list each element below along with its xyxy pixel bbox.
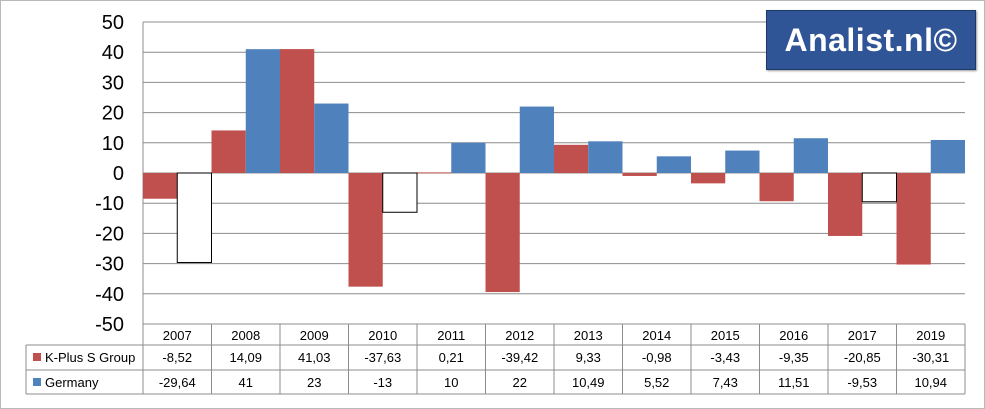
category-label: 2012 [505,328,534,343]
bar-germany-2017 [861,172,897,203]
category-label: 2015 [711,328,740,343]
bar-germany-2008 [245,49,280,173]
table-value: 9,33 [576,350,601,365]
y-tick-label: -30 [95,254,124,276]
category-label: 2007 [163,328,192,343]
category-label: 2011 [437,328,465,343]
table-value: -9,53 [847,375,877,390]
bar-kplus-2007 [143,173,178,199]
y-tick-label: 30 [102,72,124,94]
y-tick-label: -50 [95,314,124,336]
bar-germany-2009 [314,103,349,173]
bar-kplus-2011 [417,172,452,174]
category-label: 2016 [779,328,808,343]
bar-kplus-2015 [691,173,726,184]
category-label: 2013 [574,328,603,343]
table-value: 0,21 [439,350,464,365]
bar-kplus-2008 [211,130,246,173]
bar-kplus-2017 [828,173,863,236]
bar-germany-2019 [930,139,965,173]
table-value: 41,03 [298,350,331,365]
table-value: -3,43 [710,350,740,365]
legend-key-kplus [33,353,41,361]
y-tick-label: -10 [95,193,124,215]
table-value: 5,52 [644,375,669,390]
table-value: -9,35 [779,350,809,365]
bar-kplus-2012 [485,173,520,293]
logo-text: Analist.nl© [784,21,958,58]
category-label: 2010 [368,328,397,343]
table-value: 22 [513,375,527,390]
category-label: 2008 [231,328,260,343]
bar-germany-2007 [176,172,212,264]
y-tick-label: 0 [113,163,124,185]
y-tick-label: 50 [102,12,124,34]
table-value: -20,85 [844,350,881,365]
category-label: 2017 [848,328,877,343]
legend-label-kplus: K-Plus S Group [45,350,135,365]
table-value: 23 [307,375,321,390]
bar-germany-2013 [588,141,623,173]
bar-germany-2011 [451,142,486,173]
table-value: -29,64 [159,375,196,390]
y-tick-label: -20 [95,223,124,245]
bar-kplus-2014 [622,173,657,176]
table-value: -0,98 [642,350,672,365]
bar-germany-2012 [519,106,554,173]
bar-germany-2015 [725,150,760,173]
table-value: 14,09 [229,350,262,365]
bar-kplus-2013 [554,144,589,173]
legend-label-germany: Germany [45,375,99,390]
y-tick-label: 20 [102,103,124,125]
y-tick-label: 10 [102,133,124,155]
table-value: 11,51 [778,375,810,390]
bar-germany-2014 [656,156,691,173]
bar-kplus-2010 [348,173,383,287]
category-label: 2014 [642,328,671,343]
table-value: -13 [373,375,392,390]
bar-kplus-2019 [896,173,931,265]
bar-kplus-2016 [759,173,794,202]
table-value: -37,63 [364,350,401,365]
table-value: 10,94 [914,375,947,390]
category-label: 2009 [300,328,329,343]
analist-logo: Analist.nl© [766,10,976,70]
y-tick-label: -40 [95,284,124,306]
legend-key-germany [33,378,41,386]
bar-kplus-2009 [280,49,315,173]
table-value: -39,42 [501,350,538,365]
category-label: 2019 [916,328,945,343]
table-value: 41 [239,375,253,390]
table-value: 10 [444,375,458,390]
table-value: -8,52 [162,350,192,365]
bar-germany-2010 [382,172,418,213]
bar-germany-2016 [793,138,828,173]
table-value: 7,43 [713,375,738,390]
table-value: 10,49 [572,375,605,390]
table-value: -30,31 [912,350,949,365]
y-tick-label: 40 [102,42,124,64]
